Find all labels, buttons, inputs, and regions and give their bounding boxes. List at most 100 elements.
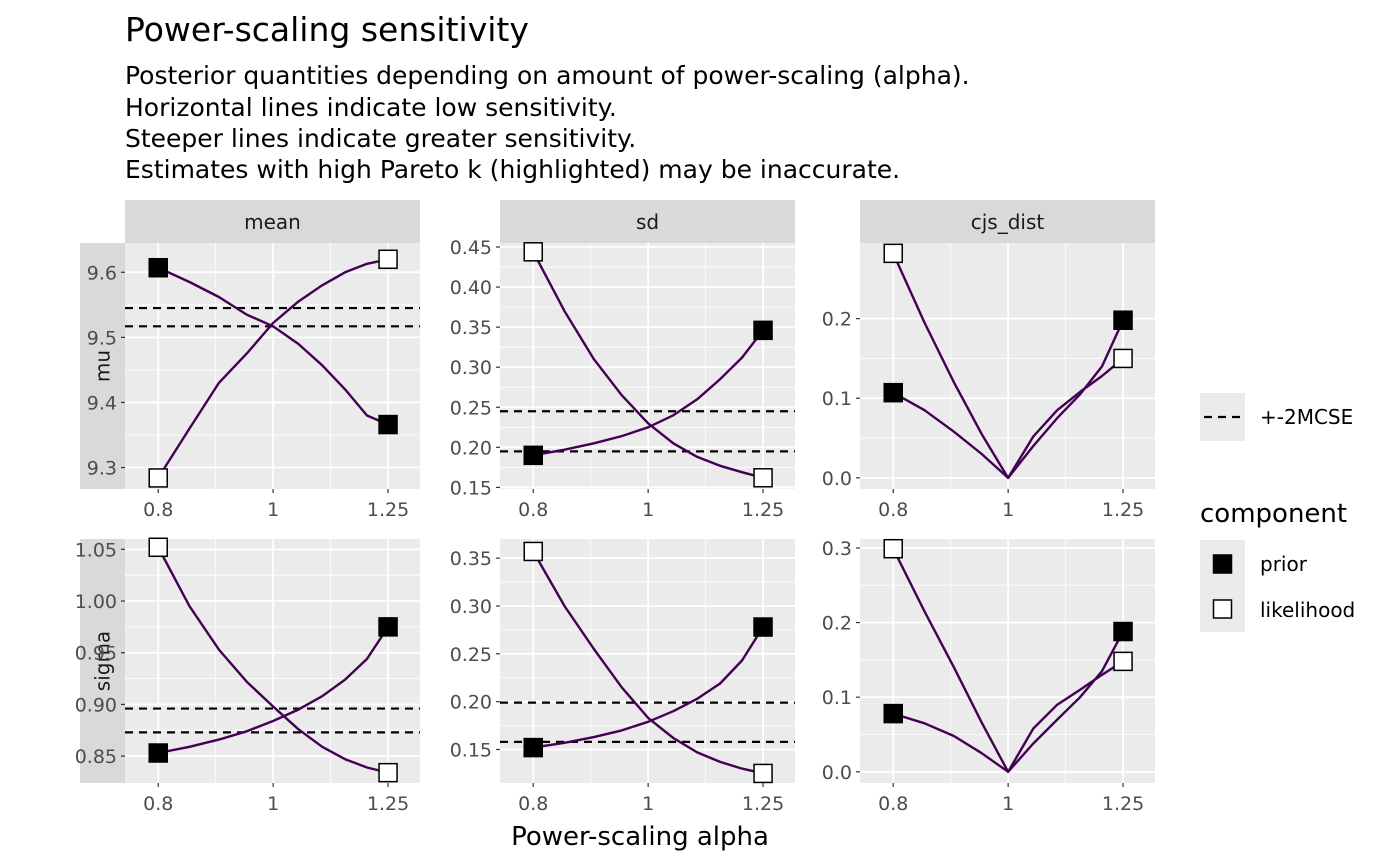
panel-mu-sd: 0.15 0.20 0.25 0.30 0.35 0.40 0.45 0.8 1 1.25 — [450, 237, 795, 521]
x-tick-label: 1 — [267, 793, 279, 815]
x-tick-label: 0.8 — [518, 793, 548, 815]
legend: +-2MCSE component prior likelihood — [1200, 393, 1355, 632]
marker-prior — [753, 617, 773, 637]
x-tick-label: 1.25 — [1102, 793, 1144, 815]
series-line-likelihood — [157, 258, 389, 479]
chart-subtitle-line-2: Horizontal lines indicate low sensitivit… — [125, 93, 617, 122]
column-strip-cjs_dist — [860, 200, 1155, 243]
x-tick-label: 0.8 — [143, 499, 173, 521]
marker-likelihood — [378, 249, 398, 270]
chart-subtitle-line-1: Posterior quantities depending on amount… — [125, 61, 970, 90]
marker-prior — [378, 414, 398, 435]
marker-likelihood — [1113, 651, 1133, 672]
y-tick-label: 0.35 — [450, 317, 492, 339]
y-tick-label: 0.20 — [450, 437, 492, 459]
x-tick-label: 0.8 — [143, 793, 173, 815]
y-tick-label: 0.90 — [75, 694, 117, 716]
marker-prior — [148, 257, 168, 278]
chart-subtitle-line-4: Estimates with high Pareto k (highlighte… — [125, 155, 900, 184]
x-tick-label: 1 — [642, 793, 654, 815]
marker-prior — [1113, 621, 1133, 642]
panel-sigma-cjs_dist: 0.0 0.1 0.2 0.3 0.8 1 1.25 — [822, 538, 1155, 815]
marker-prior — [523, 737, 543, 758]
y-tick-label: 0.2 — [822, 309, 852, 331]
series-line-prior — [533, 626, 765, 749]
legend-mcse-label: +-2MCSE — [1260, 405, 1353, 429]
column-strip-label-cjs_dist: cjs_dist — [971, 210, 1045, 234]
row-strip-mu — [80, 243, 125, 489]
y-tick-label: 0.20 — [450, 692, 492, 714]
series-line-likelihood — [532, 251, 764, 479]
x-tick-label: 1 — [267, 499, 279, 521]
marker-likelihood — [753, 468, 773, 488]
legend-prior-marker — [1212, 554, 1233, 574]
marker-likelihood — [148, 468, 168, 488]
legend-likelihood-label: likelihood — [1260, 598, 1355, 622]
column-strip-sd — [500, 200, 795, 243]
y-tick-label: 0.30 — [450, 596, 492, 618]
marker-likelihood — [523, 541, 543, 562]
x-tick-label: 1.25 — [1102, 499, 1144, 521]
y-tick-label: 0.95 — [75, 643, 117, 665]
panel-mu-cjs_dist: 0.0 0.1 0.2 0.8 1 1.25 — [822, 243, 1155, 521]
series-line-prior — [157, 626, 390, 755]
x-tick-label: 1 — [642, 499, 654, 521]
legend-likelihood-marker — [1212, 599, 1233, 619]
marker-prior — [378, 617, 398, 637]
y-tick-label: 0.2 — [822, 613, 852, 635]
y-tick-label: 0.15 — [450, 477, 492, 499]
marker-likelihood — [883, 243, 903, 264]
y-tick-label: 9.4 — [87, 392, 117, 414]
x-tick-label: 1.25 — [742, 499, 784, 521]
column-strip-label-mean: mean — [244, 210, 301, 234]
y-tick-label: 9.6 — [87, 262, 117, 284]
marker-likelihood — [883, 538, 903, 559]
y-tick-label: 0.15 — [450, 740, 492, 762]
y-tick-label: 0.35 — [450, 548, 492, 570]
marker-likelihood — [148, 537, 168, 558]
x-tick-label: 1.25 — [367, 793, 409, 815]
column-strip-label-sd: sd — [636, 210, 659, 234]
row-strip-label-mu: mu — [91, 350, 115, 382]
column-strip-mean — [125, 200, 420, 243]
y-tick-label: 0.85 — [75, 746, 117, 768]
y-tick-label: 0.40 — [450, 277, 492, 299]
legend-title: component — [1200, 499, 1347, 529]
y-tick-label: 0.30 — [450, 357, 492, 379]
marker-prior — [523, 445, 543, 466]
x-tick-label: 0.8 — [878, 499, 908, 521]
marker-prior — [883, 703, 903, 724]
y-tick-label: 0.1 — [822, 388, 852, 410]
marker-prior — [148, 743, 168, 763]
marker-likelihood — [1113, 348, 1133, 369]
series-line-likelihood — [157, 546, 389, 774]
marker-prior — [753, 320, 773, 341]
legend-prior-label: prior — [1260, 552, 1308, 576]
x-tick-label: 1 — [1002, 499, 1014, 521]
x-tick-label: 1 — [1002, 793, 1014, 815]
x-tick-label: 1.25 — [367, 499, 409, 521]
series-line-likelihood — [532, 550, 764, 775]
row-strip-label-sigma: sigma — [91, 631, 115, 691]
y-tick-label: 9.3 — [87, 458, 117, 480]
y-tick-label: 0.1 — [822, 687, 852, 709]
x-tick-label: 0.8 — [518, 499, 548, 521]
x-tick-label: 0.8 — [878, 793, 908, 815]
panel-sigma-mean: 0.85 0.90 0.95 1.00 1.05 0.8 1 1.25 — [75, 537, 420, 815]
x-axis-title: Power-scaling alpha — [511, 822, 769, 852]
y-tick-label: 0.25 — [450, 397, 492, 419]
y-tick-label: 0.45 — [450, 237, 492, 259]
y-tick-label: 0.25 — [450, 644, 492, 666]
series-line-prior — [532, 329, 765, 457]
x-tick-label: 1.25 — [742, 793, 784, 815]
chart-subtitle-line-3: Steeper lines indicate greater sensitivi… — [125, 124, 636, 153]
y-tick-label: 9.5 — [87, 327, 117, 349]
panel-sigma-sd: 0.15 0.20 0.25 0.30 0.35 0.8 1 1.25 — [450, 539, 795, 815]
chart-title: Power-scaling sensitivity — [125, 10, 529, 49]
marker-likelihood — [753, 763, 773, 784]
series-line-likelihood — [892, 252, 1124, 480]
series-line-prior — [892, 319, 1125, 480]
series-line-prior — [892, 630, 1125, 773]
